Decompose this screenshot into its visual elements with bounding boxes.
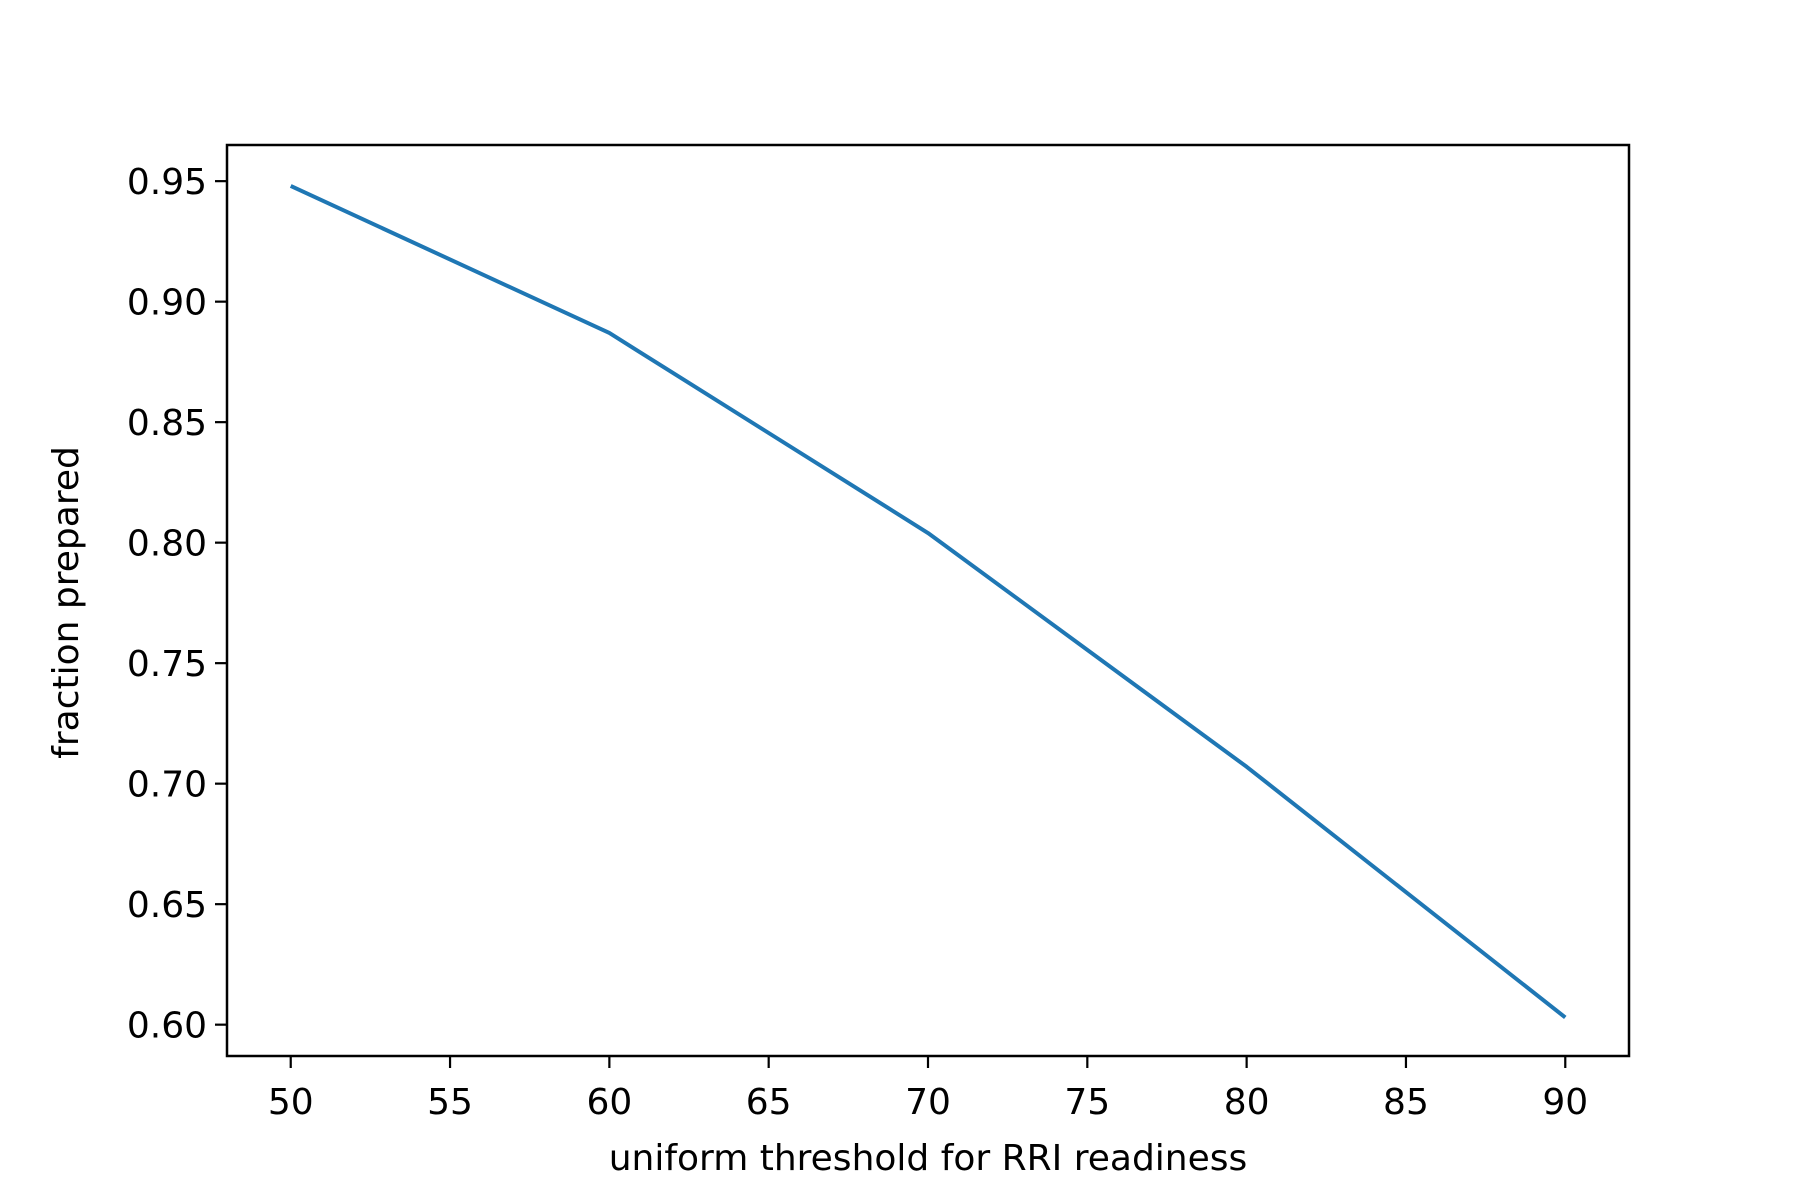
y-tick-label: 0.70 (127, 765, 207, 806)
x-tick-label: 80 (1224, 1082, 1270, 1123)
x-tick-label: 55 (427, 1082, 473, 1123)
y-tick-label: 0.75 (127, 644, 207, 685)
y-tick-label: 0.60 (127, 1006, 207, 1047)
series-layer (289, 184, 1567, 1020)
x-tick-label: 90 (1542, 1082, 1588, 1123)
series-line-0 (289, 184, 1567, 1020)
x-tick-label: 50 (268, 1082, 314, 1123)
y-tick-label: 0.90 (127, 283, 207, 324)
y-tick-label: 0.95 (127, 162, 207, 203)
x-tick-label: 60 (586, 1082, 632, 1123)
x-tick-label: 65 (746, 1082, 792, 1123)
x-tick-label: 70 (905, 1082, 951, 1123)
y-axis-label: fraction prepared (46, 446, 87, 759)
y-tick-label: 0.65 (127, 885, 207, 926)
y-tick-label: 0.80 (127, 524, 207, 565)
x-tick-label: 75 (1064, 1082, 1110, 1123)
x-axis-label: uniform threshold for RRI readiness (609, 1138, 1248, 1179)
y-tick-label: 0.85 (127, 403, 207, 444)
y-axis: 0.60 0.65 0.70 0.75 0.80 0.85 0.90 0.95 (127, 162, 227, 1047)
x-tick-label: 85 (1383, 1082, 1429, 1123)
x-axis: 50 55 60 65 70 75 80 85 90 (268, 1056, 1588, 1123)
